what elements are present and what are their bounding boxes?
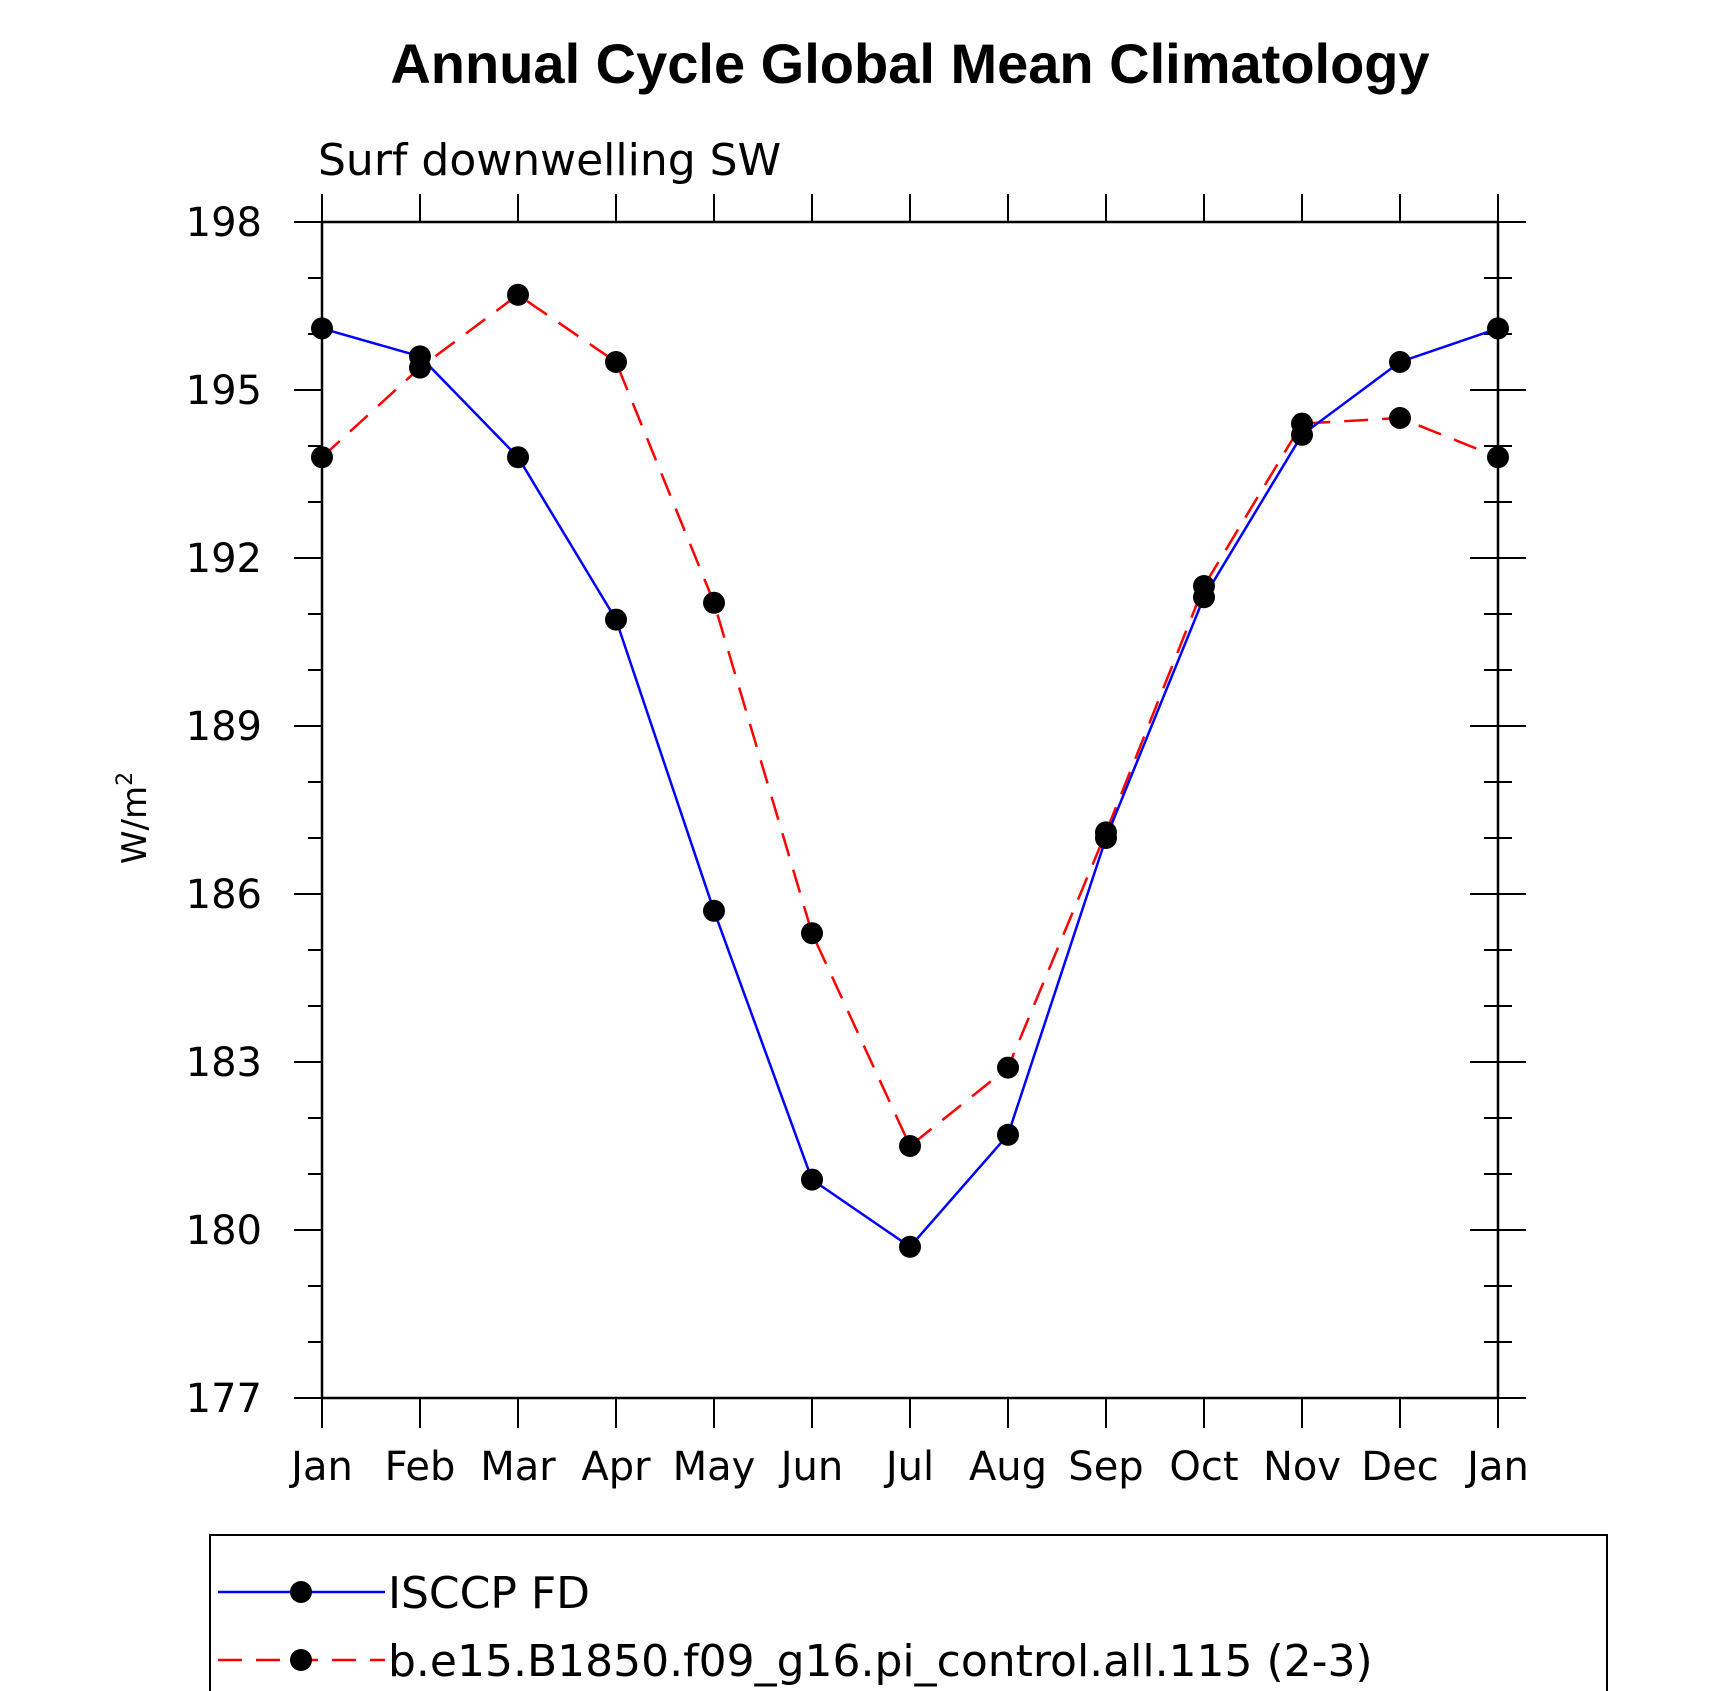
data-point: [899, 1135, 921, 1157]
data-point: [997, 1056, 1019, 1079]
y-tick-label: 198: [186, 200, 262, 246]
legend-label: b.e15.B1850.f09_g16.pi_control.all.115 (…: [388, 1636, 1373, 1687]
x-tick-label: Dec: [1361, 1444, 1438, 1490]
x-tick-label: Jan: [1464, 1444, 1529, 1490]
y-tick-label: 180: [186, 1208, 262, 1254]
data-point: [1487, 446, 1509, 469]
y-axis-label-unit: W/m: [115, 786, 155, 864]
y-tick-label: 192: [186, 536, 262, 582]
y-tick-label: 189: [186, 704, 262, 750]
y-axis-label: W/m2: [113, 772, 155, 864]
data-point: [311, 317, 333, 340]
y-tick-label: 186: [186, 872, 262, 918]
data-point: [703, 591, 725, 614]
legend: ISCCP FD b.e15.B1850.f09_g16.pi_control.a…: [209, 1534, 1608, 1691]
legend-box: [209, 1534, 1608, 1691]
data-point: [801, 1168, 823, 1191]
series-layer: [311, 283, 1509, 1258]
y-tick-label: 183: [186, 1040, 262, 1086]
x-tick-label: Jun: [778, 1444, 844, 1490]
y-tick-label: 177: [186, 1376, 262, 1422]
data-point: [1389, 351, 1411, 373]
x-tick-label: Feb: [385, 1444, 456, 1490]
plot-frame: [320, 220, 1500, 1400]
data-point: [1291, 412, 1313, 435]
data-point: [1095, 821, 1117, 844]
data-point: [409, 356, 431, 379]
x-tick-label: May: [673, 1444, 756, 1490]
data-point: [801, 922, 823, 945]
y-axis-label-superscript: 2: [113, 772, 138, 786]
legend-marker: [290, 1649, 312, 1671]
data-point: [605, 608, 627, 631]
data-point: [997, 1123, 1019, 1146]
data-point: [703, 899, 725, 922]
x-tick-labels: Jan Feb Mar Apr May Jun Jul Aug Sep Oct Nov Dec Jan: [288, 1444, 1529, 1490]
chart-title: Annual Cycle Global Mean Climatology: [390, 32, 1429, 95]
series-line: [321, 327, 1499, 1249]
data-point: [605, 351, 627, 373]
x-tick-label: Jan: [288, 1444, 353, 1490]
x-tick-label: Sep: [1068, 1444, 1143, 1490]
legend-marker: [290, 1581, 312, 1603]
x-tick-label: Apr: [581, 1444, 651, 1490]
chart-subtitle: Surf downwelling SW: [318, 135, 781, 186]
y-tick-labels: 177 180 183 186 189 192 195 198: [186, 200, 262, 1422]
data-point: [899, 1235, 921, 1258]
data-point: [311, 446, 333, 469]
x-tick-label: Mar: [480, 1444, 556, 1490]
x-tick-label: Aug: [969, 1444, 1047, 1490]
plot-axes: [294, 194, 1526, 1428]
series-line: [321, 293, 1499, 1148]
legend-items: ISCCP FD b.e15.B1850.f09_g16.pi_control.a…: [218, 1568, 1373, 1687]
y-tick-label: 195: [186, 368, 262, 414]
data-point: [507, 446, 529, 469]
data-point: [1487, 317, 1509, 340]
data-point: [1193, 575, 1215, 597]
legend-label: ISCCP FD: [388, 1568, 590, 1619]
data-point: [507, 283, 529, 306]
x-tick-label: Nov: [1263, 1444, 1341, 1490]
x-tick-label: Oct: [1169, 1444, 1238, 1490]
x-tick-label: Jul: [883, 1444, 934, 1490]
data-point: [1389, 407, 1411, 429]
